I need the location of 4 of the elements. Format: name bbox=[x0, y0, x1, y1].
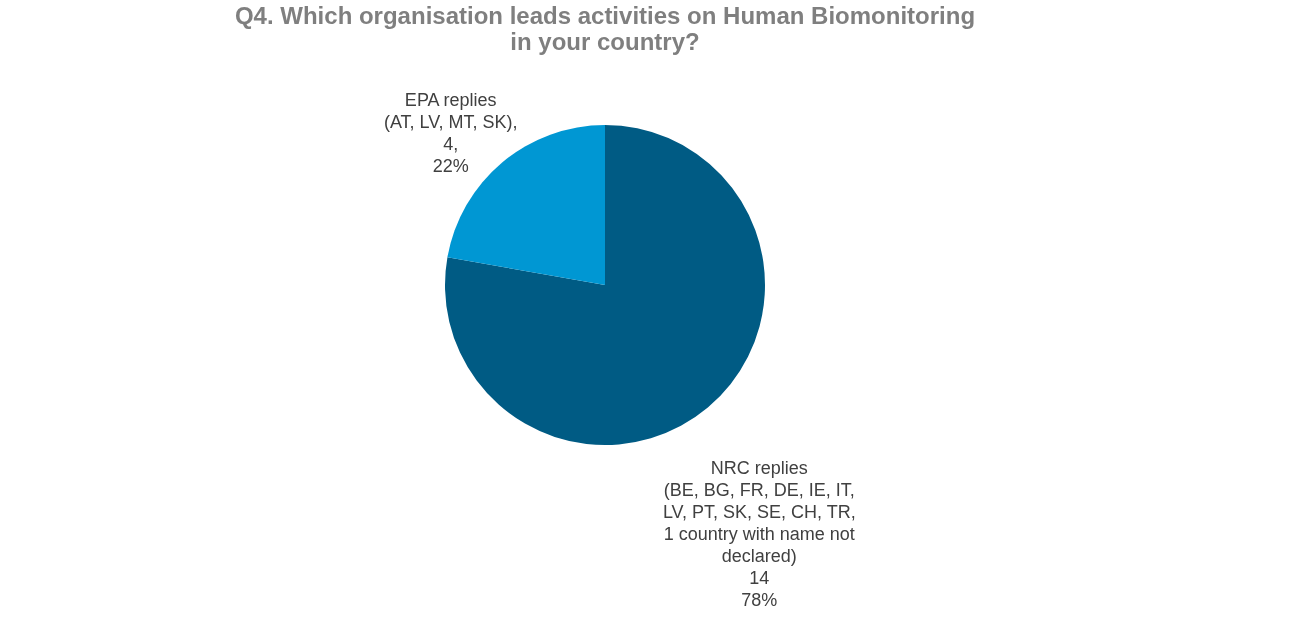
chart-title: Q4. Which organisation leads activities on Human Biomonitoring in your country? bbox=[234, 2, 976, 55]
slice-label: NRC replies (BE, BG, FR, DE, IE, IT, LV, PT, SK, SE, CH, TR, 1 country with name not declared) bbox=[662, 457, 856, 566]
slice-label: EPA replies (AT, LV, MT, SK), 4, 22% bbox=[383, 90, 518, 177]
data-label: 14 78% bbox=[741, 567, 778, 610]
